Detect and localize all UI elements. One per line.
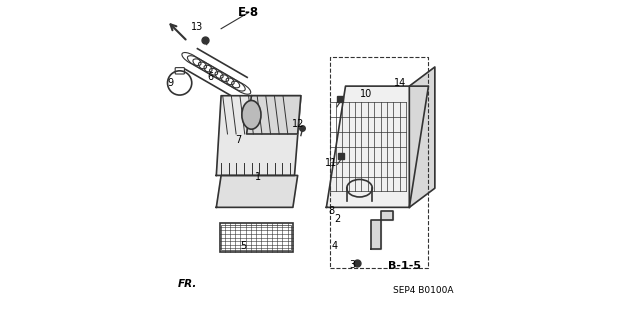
Text: 3: 3 (349, 260, 355, 270)
Text: E-8: E-8 (237, 6, 259, 19)
Polygon shape (246, 96, 301, 134)
Text: 14: 14 (394, 78, 406, 88)
Text: 5: 5 (240, 241, 246, 251)
Text: 8: 8 (328, 205, 334, 216)
Text: FR.: FR. (178, 279, 197, 289)
Text: 11: 11 (325, 158, 337, 168)
Text: 7: 7 (236, 135, 242, 145)
Text: 12: 12 (291, 119, 304, 130)
Text: 6: 6 (207, 71, 213, 82)
Text: 10: 10 (360, 89, 372, 99)
Polygon shape (216, 96, 301, 175)
Text: 1: 1 (255, 172, 261, 182)
Polygon shape (410, 67, 435, 207)
Bar (221, 225, 291, 250)
Text: 2: 2 (335, 213, 340, 224)
Bar (220, 223, 293, 252)
Text: 9: 9 (167, 78, 173, 88)
Text: SEP4 B0100A: SEP4 B0100A (394, 286, 454, 295)
Text: 13: 13 (191, 22, 204, 32)
Text: B-1-5: B-1-5 (388, 261, 421, 271)
Ellipse shape (242, 100, 261, 129)
Text: 4: 4 (332, 241, 337, 251)
Polygon shape (371, 211, 394, 249)
Polygon shape (326, 86, 428, 207)
Polygon shape (216, 175, 298, 207)
